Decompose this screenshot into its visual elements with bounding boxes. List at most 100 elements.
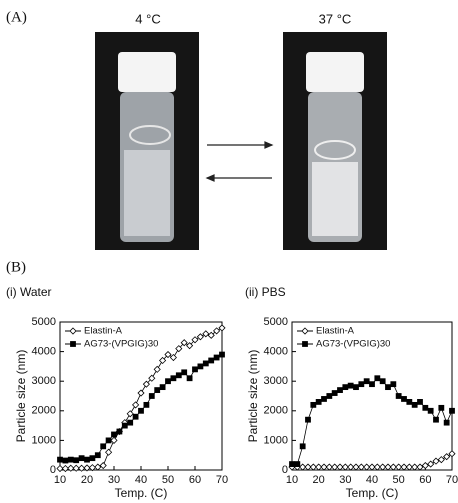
chart-title: (i) Water (6, 285, 52, 299)
point (132, 401, 140, 409)
point (94, 463, 102, 471)
point (422, 404, 429, 411)
point (132, 413, 139, 420)
point (411, 401, 418, 408)
x-axis-label: Temp. (C) (115, 486, 168, 500)
panel-label: (A) (6, 9, 27, 25)
legend-label: AG73-(VPGIG)30 (316, 339, 390, 350)
legend-marker (301, 327, 309, 335)
point (406, 399, 413, 405)
point (401, 396, 407, 402)
x-tick-label: 70 (446, 474, 458, 486)
x-tick-label: 30 (339, 474, 351, 486)
point (159, 384, 166, 391)
y-tick-label: 4000 (264, 346, 288, 358)
arrow (205, 141, 274, 182)
point (320, 463, 328, 471)
series-line (292, 377, 453, 465)
point (373, 463, 381, 471)
point (341, 463, 349, 471)
point (73, 457, 80, 464)
panel-label: (B) (6, 259, 26, 275)
legend-marker (70, 341, 76, 347)
point (443, 453, 451, 461)
x-axis-label: Temp. (C) (346, 486, 399, 500)
vial-photo (95, 32, 199, 250)
point (352, 463, 360, 471)
y-tick-label: 5000 (32, 316, 56, 328)
point (148, 393, 155, 399)
vial-label: 37 °C (319, 11, 352, 26)
x-tick-label: 40 (366, 474, 378, 486)
point (180, 339, 188, 347)
point (395, 463, 403, 471)
y-axis-label: Particle size (nm) (14, 350, 28, 443)
point (127, 419, 134, 426)
point (56, 464, 64, 473)
point (411, 463, 419, 471)
y-tick-label: 4000 (32, 346, 56, 358)
point (443, 419, 450, 426)
point (83, 464, 91, 472)
point (427, 407, 434, 414)
legend-marker (302, 341, 308, 347)
point (105, 448, 113, 456)
point (78, 464, 86, 472)
point (448, 450, 456, 458)
point (213, 354, 220, 361)
point (181, 369, 188, 376)
x-tick-label: 10 (54, 474, 66, 486)
point (400, 463, 408, 471)
y-tick-label: 3000 (264, 375, 288, 387)
y-tick-label: 0 (50, 464, 56, 476)
point (186, 375, 193, 382)
point (67, 464, 75, 472)
x-tick-label: 30 (108, 474, 120, 486)
point (159, 356, 167, 365)
point (126, 410, 134, 418)
point (305, 416, 311, 423)
point (417, 399, 423, 405)
vial-label: 4 °C (135, 11, 160, 26)
point (416, 463, 424, 471)
point (331, 390, 338, 396)
point (191, 336, 199, 344)
point (437, 456, 445, 464)
point (294, 461, 301, 467)
y-tick-label: 3000 (32, 375, 56, 387)
point (142, 380, 150, 388)
point (438, 404, 445, 411)
point (374, 375, 381, 382)
y-tick-label: 1000 (32, 434, 56, 446)
point (61, 464, 69, 473)
point (326, 393, 333, 399)
point (208, 357, 215, 364)
point (78, 455, 85, 462)
point (186, 342, 194, 350)
point (315, 399, 322, 405)
point (165, 378, 171, 385)
point (321, 396, 327, 402)
point (202, 330, 210, 338)
point (357, 463, 365, 471)
point (379, 463, 387, 471)
point (336, 463, 344, 471)
point (449, 407, 455, 414)
point (432, 457, 440, 465)
point (347, 463, 355, 471)
point (299, 443, 306, 450)
point (169, 353, 177, 362)
point (111, 431, 117, 438)
point (219, 351, 225, 358)
x-tick-label: 70 (216, 474, 228, 486)
y-tick-label: 2000 (264, 405, 288, 417)
point (358, 381, 365, 388)
point (337, 387, 343, 393)
x-tick-label: 20 (313, 474, 325, 486)
point (202, 360, 209, 367)
point (213, 327, 221, 335)
point (363, 378, 370, 385)
point (154, 387, 161, 393)
point (175, 372, 182, 379)
